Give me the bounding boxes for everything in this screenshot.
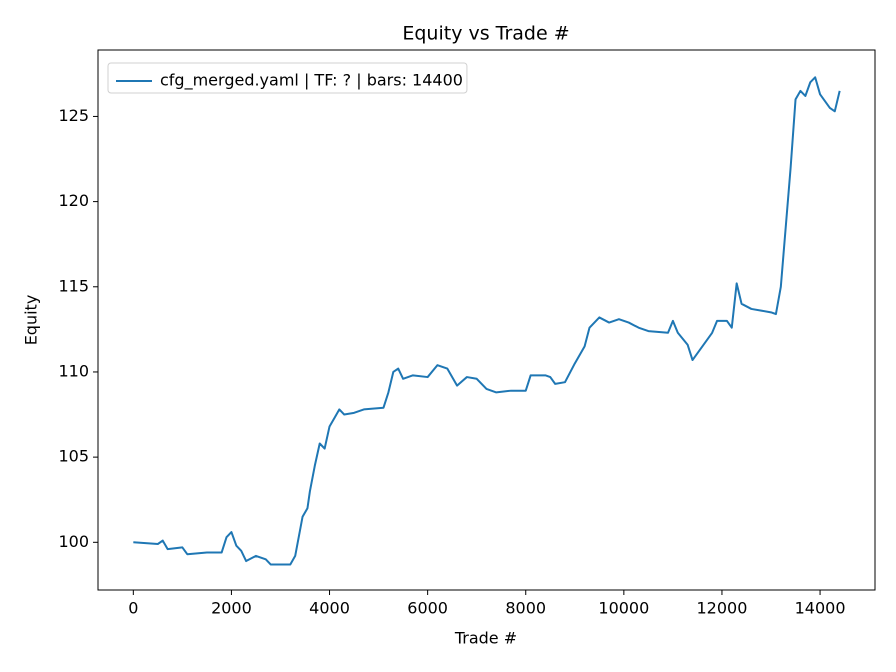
- x-tick-label: 6000: [407, 599, 448, 618]
- line-series: [133, 76, 841, 566]
- x-tick-label: 0: [128, 599, 138, 618]
- x-tick-label: 12000: [697, 599, 748, 618]
- y-axis-label: Equity: [22, 295, 41, 346]
- chart-title: Equity vs Trade #: [402, 23, 569, 45]
- y-tick-label: 120: [58, 191, 89, 210]
- y-tick-label: 115: [58, 276, 89, 295]
- y-tick-label: 105: [58, 447, 89, 466]
- legend-box: [107, 62, 468, 94]
- x-tick-label: 4000: [309, 599, 350, 618]
- y-tick-label: 100: [58, 532, 89, 551]
- y-tick-label: 125: [58, 106, 89, 125]
- x-axis-label: Trade #: [454, 629, 517, 648]
- y-tick-label: 110: [58, 361, 89, 380]
- x-tick-label: 10000: [598, 599, 649, 618]
- legend-label: cfg_merged.yaml | TF: ? | bars: 14400: [160, 71, 463, 91]
- x-tick-label: 8000: [505, 599, 546, 618]
- x-tick-label: 2000: [211, 599, 252, 618]
- plot-frame: [97, 49, 876, 591]
- x-tick-label: 14000: [795, 599, 846, 618]
